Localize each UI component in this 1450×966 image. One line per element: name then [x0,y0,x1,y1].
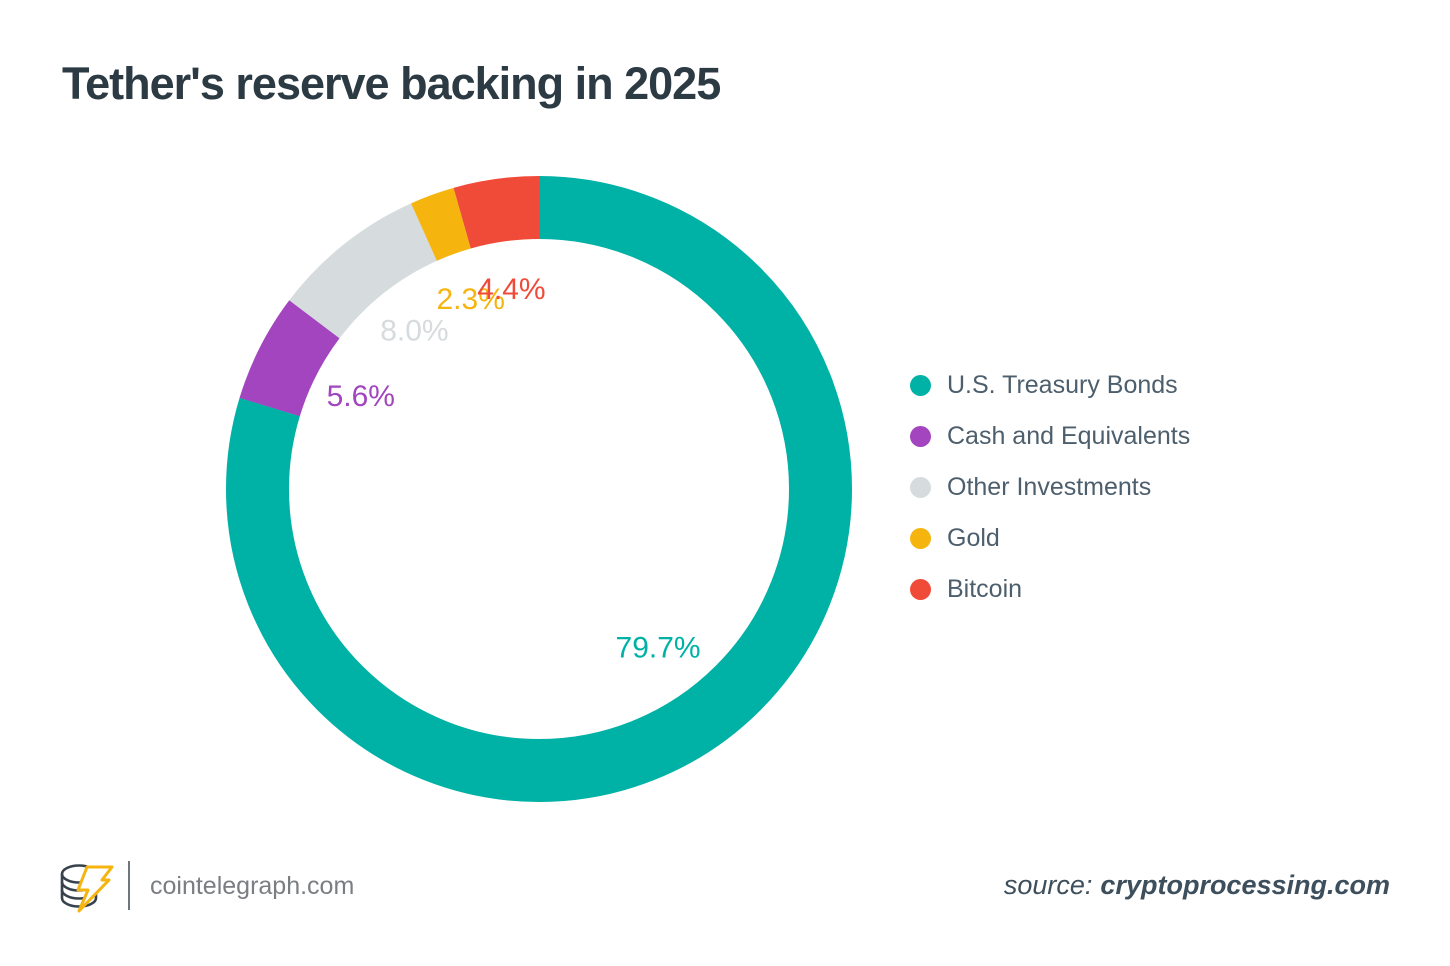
donut-chart: 79.7% 5.6% 8.0%2.3%4.4% [225,175,852,802]
legend-label: Gold [947,524,1000,552]
legend-label: Bitcoin [947,575,1023,603]
slice-value-label-bitcoin: 4.4% [477,273,545,306]
donut-segment-bitcoin [226,176,852,802]
legend-item-other-investments: Other Investments [910,462,1190,513]
donut-segment-gold [225,175,852,802]
chart-title: Tether's reserve backing in 2025 [62,58,721,109]
legend-item-u-s-treasury-bonds: U.S. Treasury Bonds [910,360,1190,411]
donut-segment-cash-and-equivalents [226,175,852,802]
source-attribution: source: cryptoprocessing.com [1004,870,1390,901]
footer-divider [128,861,130,910]
legend: U.S. Treasury Bonds Cash and Equivalents O… [910,360,1190,615]
legend-item-bitcoin: Bitcoin [910,564,1190,615]
slice-value-label-gold: 2.3% [437,283,505,316]
donut-segment-other-investments [226,175,852,802]
legend-label: Other Investments [947,473,1152,501]
legend-dot-icon [910,579,931,600]
slice-value-label-cash-and-equivalents: 5.6% [327,380,395,413]
slice-value-label-u-s-treasury-bonds: 79.7% [616,632,701,665]
cointelegraph-logo-icon [60,864,114,913]
legend-dot-icon [910,375,931,396]
footer-site-label: cointelegraph.com [150,872,355,900]
legend-item-cash-and-equivalents: Cash and Equivalents [910,411,1190,462]
legend-label: U.S. Treasury Bonds [947,371,1178,399]
source-prefix-label: source: [1003,870,1093,900]
legend-dot-icon [910,477,931,498]
lightning-bolt-icon [76,865,114,913]
legend-item-gold: Gold [910,513,1190,564]
legend-dot-icon [910,426,931,447]
legend-label: Cash and Equivalents [947,422,1191,450]
source-name-label: cryptoprocessing.com [1100,870,1390,900]
legend-dot-icon [910,528,931,549]
slice-value-label-other-investments: 8.0% [380,314,448,347]
